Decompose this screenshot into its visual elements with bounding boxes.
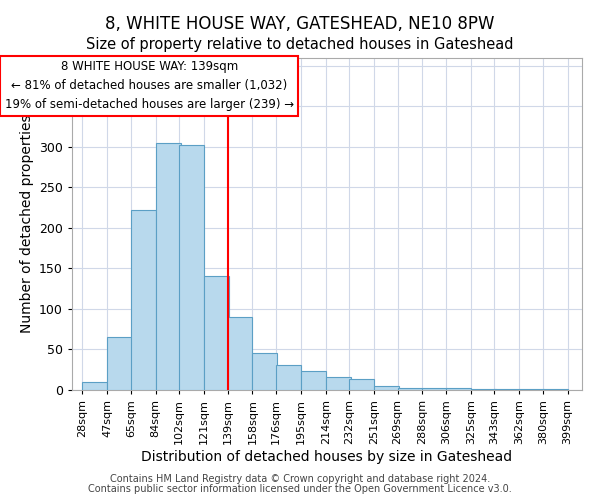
Bar (519, 389, 544, 390)
Bar (326, 377, 350, 390)
Y-axis label: Number of detached properties: Number of detached properties (20, 114, 34, 333)
Bar (422, 388, 448, 390)
Bar (82, 382, 107, 390)
Bar (494, 389, 519, 390)
Bar (446, 388, 471, 390)
Bar (179, 145, 204, 390)
Bar (398, 388, 422, 390)
Bar (155, 142, 181, 390)
Bar (374, 386, 399, 390)
Bar (131, 210, 155, 390)
Bar (471, 389, 496, 390)
Bar (543, 389, 568, 390)
Text: Size of property relative to detached houses in Gateshead: Size of property relative to detached ho… (86, 38, 514, 52)
Bar (227, 317, 253, 390)
Bar (204, 276, 229, 390)
Text: Contains HM Land Registry data © Crown copyright and database right 2024.: Contains HM Land Registry data © Crown c… (110, 474, 490, 484)
Bar (276, 365, 301, 390)
Text: 8 WHITE HOUSE WAY: 139sqm
← 81% of detached houses are smaller (1,032)
19% of se: 8 WHITE HOUSE WAY: 139sqm ← 81% of detac… (5, 60, 294, 112)
Text: Contains public sector information licensed under the Open Government Licence v3: Contains public sector information licen… (88, 484, 512, 494)
X-axis label: Distribution of detached houses by size in Gateshead: Distribution of detached houses by size … (142, 450, 512, 464)
Bar (107, 338, 132, 390)
Text: 8, WHITE HOUSE WAY, GATESHEAD, NE10 8PW: 8, WHITE HOUSE WAY, GATESHEAD, NE10 8PW (105, 15, 495, 33)
Bar (301, 372, 326, 390)
Bar (349, 380, 374, 390)
Bar (253, 352, 277, 390)
